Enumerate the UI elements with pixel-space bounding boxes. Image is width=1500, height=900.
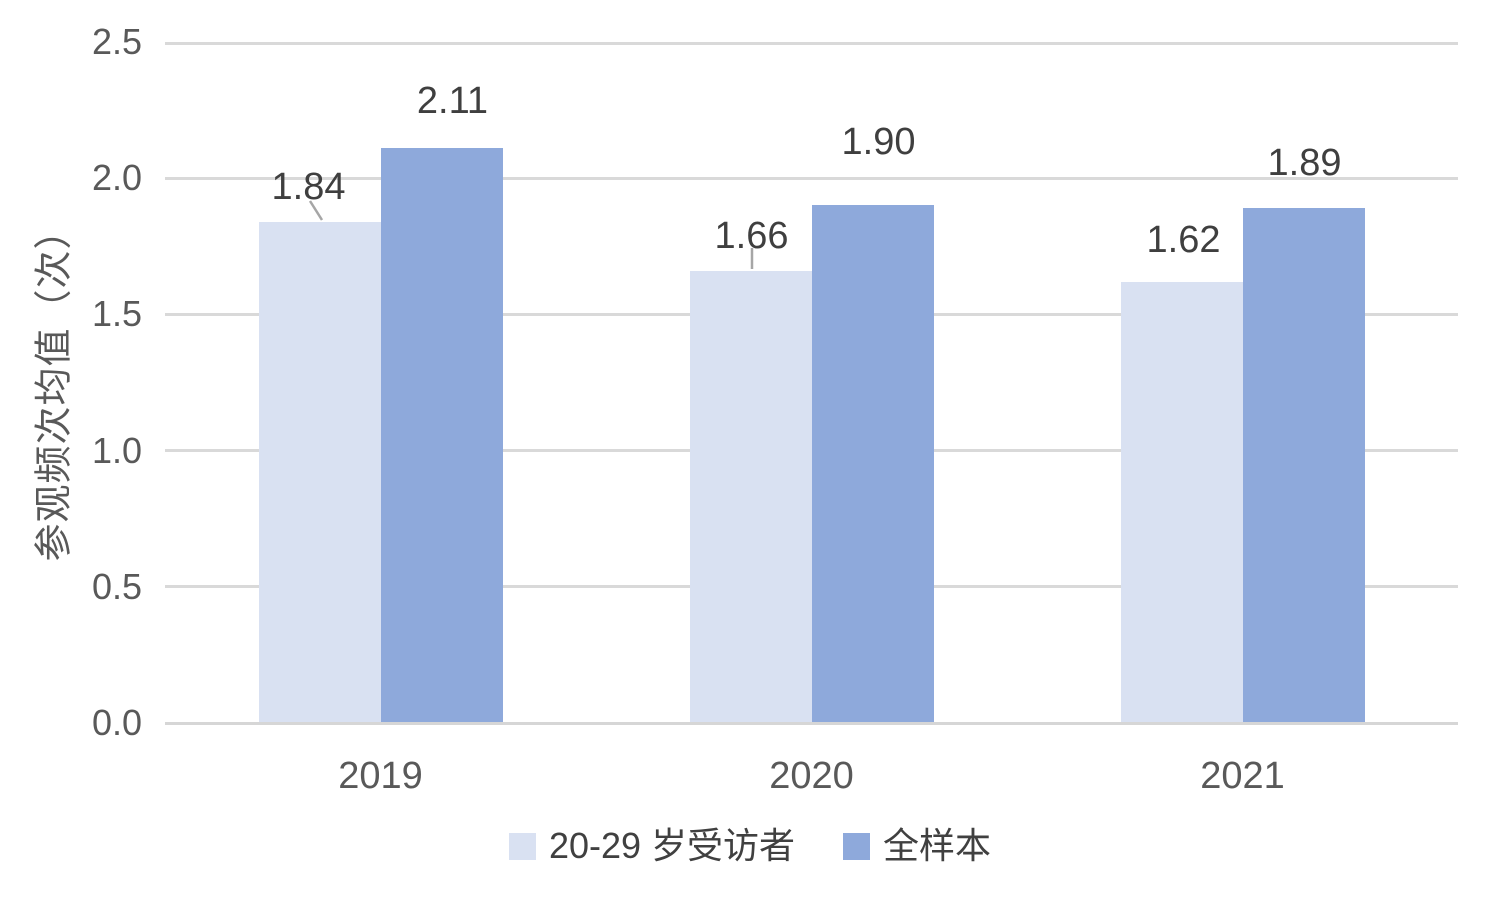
data-label-series1-2020: 1.66 bbox=[714, 214, 789, 257]
legend-label-all: 全样本 bbox=[883, 825, 992, 866]
bar-series2-2019 bbox=[380, 148, 503, 723]
y-tick-label: 1.5 bbox=[91, 293, 142, 335]
bar-series2-2021 bbox=[1242, 208, 1365, 723]
y-axis-title: 参观频次均值（次） bbox=[33, 210, 76, 562]
legend-item-all: 全样本 bbox=[843, 826, 991, 866]
data-label-series2-2020: 1.90 bbox=[841, 121, 916, 164]
bar-series1-2019 bbox=[258, 221, 381, 723]
x-category-label: 2021 bbox=[1200, 755, 1285, 797]
data-label-series2-2019: 2.11 bbox=[416, 80, 489, 123]
y-tick-label: 1.0 bbox=[91, 429, 142, 471]
legend-swatch-young bbox=[508, 832, 536, 860]
x-category-label: 2020 bbox=[769, 755, 854, 797]
bar-series1-2020 bbox=[689, 270, 812, 723]
bar-series2-2020 bbox=[811, 205, 934, 723]
legend-swatch-all bbox=[843, 832, 871, 860]
bar-series1-2021 bbox=[1120, 281, 1243, 723]
y-tick-label: 0.5 bbox=[91, 565, 142, 607]
data-label-series1-2019: 1.84 bbox=[271, 165, 346, 208]
legend-item-young: 20-29 岁受访者 bbox=[508, 825, 796, 866]
y-tick-label: 2.5 bbox=[91, 21, 142, 62]
y-tick-label: 0.0 bbox=[91, 702, 142, 743]
legend: 20-29 岁受访者 全样本 bbox=[0, 826, 1500, 866]
x-axis-line bbox=[165, 721, 1458, 725]
data-label-series2-2021: 1.89 bbox=[1267, 142, 1342, 185]
data-label-series1-2021: 1.62 bbox=[1146, 218, 1221, 261]
legend-label-young: 20-29 岁受访者 bbox=[548, 825, 796, 866]
gridline bbox=[165, 42, 1458, 45]
x-category-label: 2019 bbox=[338, 755, 423, 797]
y-tick-label: 2.0 bbox=[91, 157, 142, 199]
plot-area: 1.84 2.11 1.66 1.90 1.62 1.89 bbox=[165, 42, 1458, 725]
gridline bbox=[165, 176, 1458, 180]
